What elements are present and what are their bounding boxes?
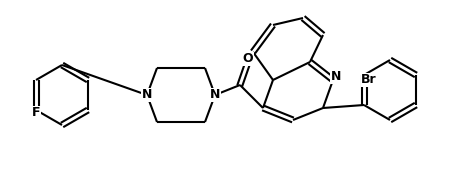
Text: N: N [210,89,220,101]
Text: Br: Br [361,74,377,86]
Text: O: O [243,52,253,66]
Text: F: F [32,107,40,120]
Text: N: N [142,89,152,101]
Text: N: N [331,70,341,83]
